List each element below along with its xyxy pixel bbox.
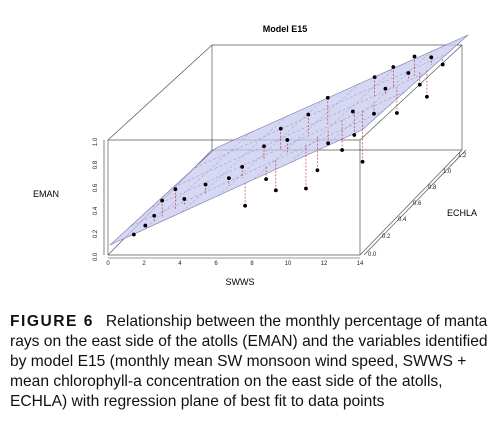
- data-point: [360, 159, 365, 164]
- z-tick: 1.0: [443, 169, 452, 175]
- data-point: [240, 164, 245, 169]
- data-point: [278, 126, 283, 131]
- chart-title: Model E15: [263, 24, 308, 34]
- data-point: [306, 112, 311, 117]
- data-point: [304, 186, 308, 191]
- x-axis-label: SWWS: [226, 277, 255, 287]
- data-point: [395, 111, 399, 115]
- x-tick: 2: [142, 261, 146, 267]
- data-point: [350, 109, 355, 114]
- data-point: [326, 141, 330, 146]
- data-point: [182, 197, 187, 201]
- x-tick: 12: [321, 261, 328, 267]
- caption-label: FIGURE 6: [10, 313, 94, 330]
- caption-text: Relationship between the monthly percent…: [10, 313, 488, 410]
- z-tick: 0.6: [413, 201, 422, 207]
- data-point: [203, 182, 208, 187]
- data-point: [372, 111, 376, 116]
- y-tick: 0.8: [93, 160, 99, 169]
- x-tick: 4: [178, 261, 182, 267]
- data-point: [425, 94, 429, 99]
- data-point: [173, 187, 178, 192]
- data-point: [315, 168, 320, 173]
- y-axis: 0.0 0.2 0.4 0.6 0.8 1.0: [93, 137, 105, 261]
- data-point: [383, 86, 388, 91]
- data-point: [412, 54, 417, 59]
- data-point: [429, 55, 434, 60]
- y-tick: 1.0: [93, 137, 99, 146]
- data-point: [273, 188, 278, 193]
- z-axis-label: ECHLA: [447, 208, 477, 218]
- z-tick: 0.8: [428, 185, 437, 191]
- x-axis: 0 2 4 6 8 10 12 14: [106, 257, 364, 267]
- data-point: [264, 177, 268, 182]
- data-point: [152, 213, 157, 218]
- data-points: [131, 54, 445, 237]
- data-point: [391, 65, 396, 69]
- data-point: [227, 176, 231, 181]
- data-point: [243, 203, 248, 208]
- data-point: [285, 138, 290, 142]
- data-point: [262, 144, 266, 149]
- x-tick: 10: [285, 261, 292, 267]
- y-tick: 0.2: [93, 229, 99, 238]
- z-axis: 0.0 0.2 0.4 0.6 0.8 1.0 1.2: [363, 149, 467, 258]
- z-tick: 1.2: [458, 153, 467, 159]
- data-point: [406, 71, 411, 75]
- z-tick: 0.0: [368, 252, 377, 258]
- x-tick: 14: [357, 261, 364, 267]
- x-tick: 8: [250, 261, 254, 267]
- data-point: [160, 198, 165, 203]
- y-tick: 0.4: [93, 206, 99, 215]
- figure-caption: FIGURE 6 Relationship between the monthly…: [10, 312, 494, 412]
- data-point: [131, 232, 136, 237]
- y-tick: 0.6: [93, 183, 99, 192]
- x-tick: 6: [214, 261, 218, 267]
- data-point: [417, 82, 422, 87]
- y-tick: 0.0: [93, 252, 99, 261]
- data-point: [352, 133, 357, 137]
- data-point: [440, 62, 445, 67]
- x-tick: 0: [106, 261, 110, 267]
- z-tick: 0.4: [398, 217, 407, 223]
- data-point: [325, 95, 330, 100]
- z-tick: 0.2: [382, 234, 391, 240]
- scatter3d-figure: Model E15 0.: [33, 24, 477, 287]
- y-axis-label: EMAN: [33, 189, 59, 199]
- data-point: [340, 148, 344, 152]
- data-point: [372, 75, 377, 80]
- data-point: [143, 223, 148, 228]
